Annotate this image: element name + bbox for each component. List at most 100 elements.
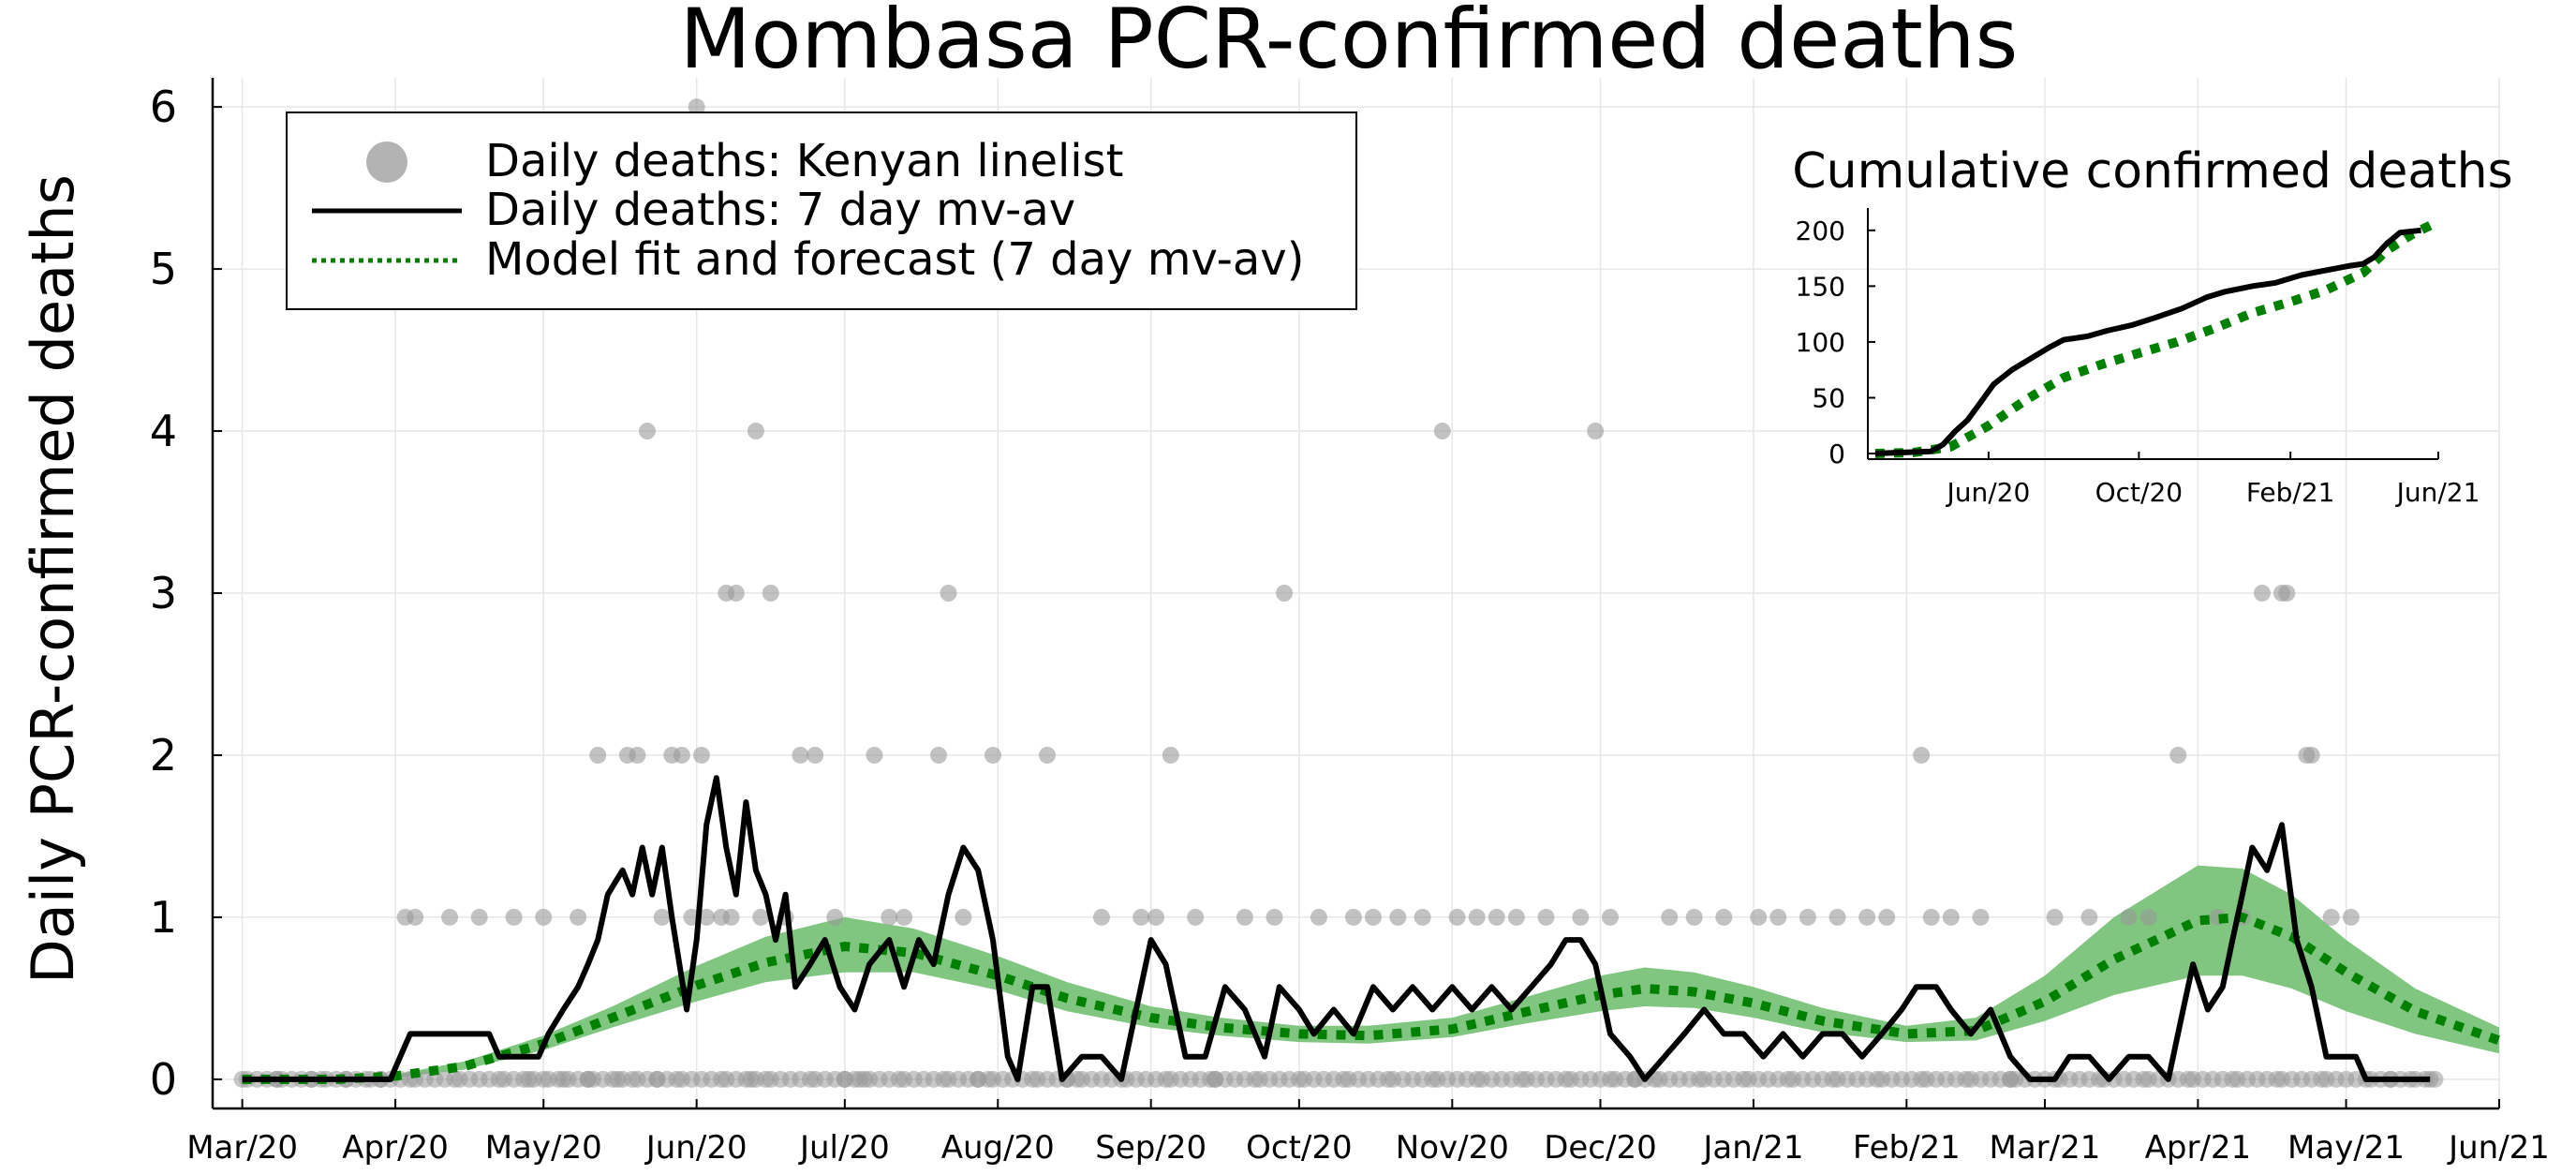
- data-point: [673, 746, 690, 764]
- data-point: [1448, 908, 1466, 926]
- data-point: [2046, 908, 2064, 926]
- data-point: [698, 908, 716, 926]
- mvav-line: [242, 775, 2431, 1082]
- data-point: [2342, 908, 2360, 926]
- axes: [211, 78, 2500, 1110]
- data-point: [1266, 908, 1283, 926]
- inset-y-tick-label: 100: [1796, 327, 1845, 358]
- data-point: [1364, 908, 1382, 926]
- x-tick-label: Sep/20: [1095, 1129, 1207, 1167]
- data-point: [2322, 908, 2340, 926]
- legend-marker-linelist: [366, 141, 407, 183]
- x-tick-label: May/20: [485, 1129, 602, 1167]
- data-point: [1715, 908, 1733, 926]
- data-point: [881, 908, 898, 926]
- model-uncertainty-band: [242, 865, 2499, 1079]
- data-point: [1092, 908, 1110, 926]
- data-point: [1587, 423, 1605, 440]
- legend-label-linelist: Daily deaths: Kenyan linelist: [485, 135, 1123, 187]
- data-point: [807, 746, 824, 764]
- data-point: [940, 585, 957, 602]
- data-point: [2302, 746, 2320, 764]
- data-point: [407, 908, 424, 926]
- data-point: [2253, 585, 2271, 602]
- data-point: [1038, 746, 1056, 764]
- data-point: [1344, 908, 1362, 926]
- data-point: [727, 585, 745, 602]
- x-tick-label: Jun/20: [644, 1129, 748, 1167]
- data-point: [930, 746, 948, 764]
- data-point: [1162, 746, 1179, 764]
- inset-x-tick-label: Oct/20: [2095, 477, 2183, 508]
- x-tick-label: Mar/21: [1990, 1129, 2101, 1167]
- y-tick-label: 5: [150, 244, 177, 294]
- inset-chart: Cumulative confirmed deaths 0 50 100 150 200…: [1792, 143, 2512, 508]
- data-point: [579, 1070, 597, 1088]
- data-point: [2169, 746, 2187, 764]
- data-point: [1972, 908, 1990, 926]
- y-tick-label: 2: [150, 730, 177, 781]
- data-point: [1187, 908, 1205, 926]
- inset-x-tick-label: Jun/20: [1945, 477, 2030, 508]
- data-point: [589, 746, 607, 764]
- data-point: [1858, 908, 1876, 926]
- data-point: [2002, 1070, 2020, 1088]
- data-point: [747, 423, 764, 440]
- legend: Daily deaths: Kenyan linelist Daily deat…: [286, 112, 1357, 310]
- data-point: [1389, 908, 1407, 926]
- x-tick-label: Apr/21: [2145, 1129, 2252, 1167]
- data-point: [1602, 908, 1620, 926]
- data-point: [1310, 908, 1327, 926]
- data-point: [1537, 908, 1555, 926]
- data-point: [1133, 908, 1150, 926]
- data-point: [1572, 908, 1590, 926]
- legend-label-model: Model fit and forecast (7 day mv-av): [485, 233, 1304, 286]
- x-tick-label: Jan/21: [1701, 1129, 1803, 1167]
- data-point: [984, 746, 1001, 764]
- data-point: [1207, 1070, 1224, 1088]
- x-tick-label: Dec/20: [1544, 1129, 1657, 1167]
- data-point: [896, 908, 913, 926]
- data-point: [1661, 908, 1679, 926]
- data-point: [1750, 908, 1768, 926]
- data-point: [1922, 908, 1940, 926]
- x-tick-label: Aug/20: [941, 1129, 1055, 1167]
- inset-title: Cumulative confirmed deaths: [1792, 143, 2512, 200]
- x-tick-label: Feb/21: [1853, 1129, 1961, 1167]
- data-point: [762, 585, 779, 602]
- inset-tick-labels: 0 50 100 150 200 Jun/20 Oct/20 Feb/21 Jun/21: [1796, 216, 2480, 508]
- inset-x-tick-label: Jun/21: [2395, 477, 2480, 508]
- data-point: [535, 908, 553, 926]
- data-point: [692, 746, 710, 764]
- y-tick-label: 4: [150, 406, 177, 456]
- inset-axes: [1867, 208, 2439, 460]
- data-point: [555, 1070, 572, 1088]
- data-point: [1236, 908, 1253, 926]
- data-point: [866, 746, 883, 764]
- y-tick-label: 3: [150, 568, 177, 618]
- y-tick-label: 6: [150, 82, 177, 132]
- data-point: [653, 908, 671, 926]
- y-axis-label: Daily PCR-confirmed deaths: [19, 174, 87, 984]
- data-point: [1488, 908, 1505, 926]
- data-point: [629, 746, 646, 764]
- data-point: [520, 1070, 538, 1088]
- x-tick-label: May/21: [2287, 1129, 2405, 1167]
- linelist-points: [233, 98, 2444, 1088]
- data-point: [836, 1070, 853, 1088]
- x-tick-label: Oct/20: [1246, 1129, 1353, 1167]
- inset-y-tick-label: 150: [1796, 271, 1845, 302]
- data-point: [470, 908, 488, 926]
- inset-cumulative-line: [1874, 227, 2421, 456]
- data-point: [955, 908, 972, 926]
- data-point: [1878, 908, 1896, 926]
- x-tick-label: Apr/20: [342, 1129, 449, 1167]
- model-forecast-line: [242, 912, 2501, 1084]
- data-point: [638, 423, 656, 440]
- data-point: [2120, 908, 2138, 926]
- data-point: [648, 1070, 666, 1088]
- data-point: [1828, 908, 1846, 926]
- data-point: [1147, 908, 1164, 926]
- data-point: [1942, 908, 1960, 926]
